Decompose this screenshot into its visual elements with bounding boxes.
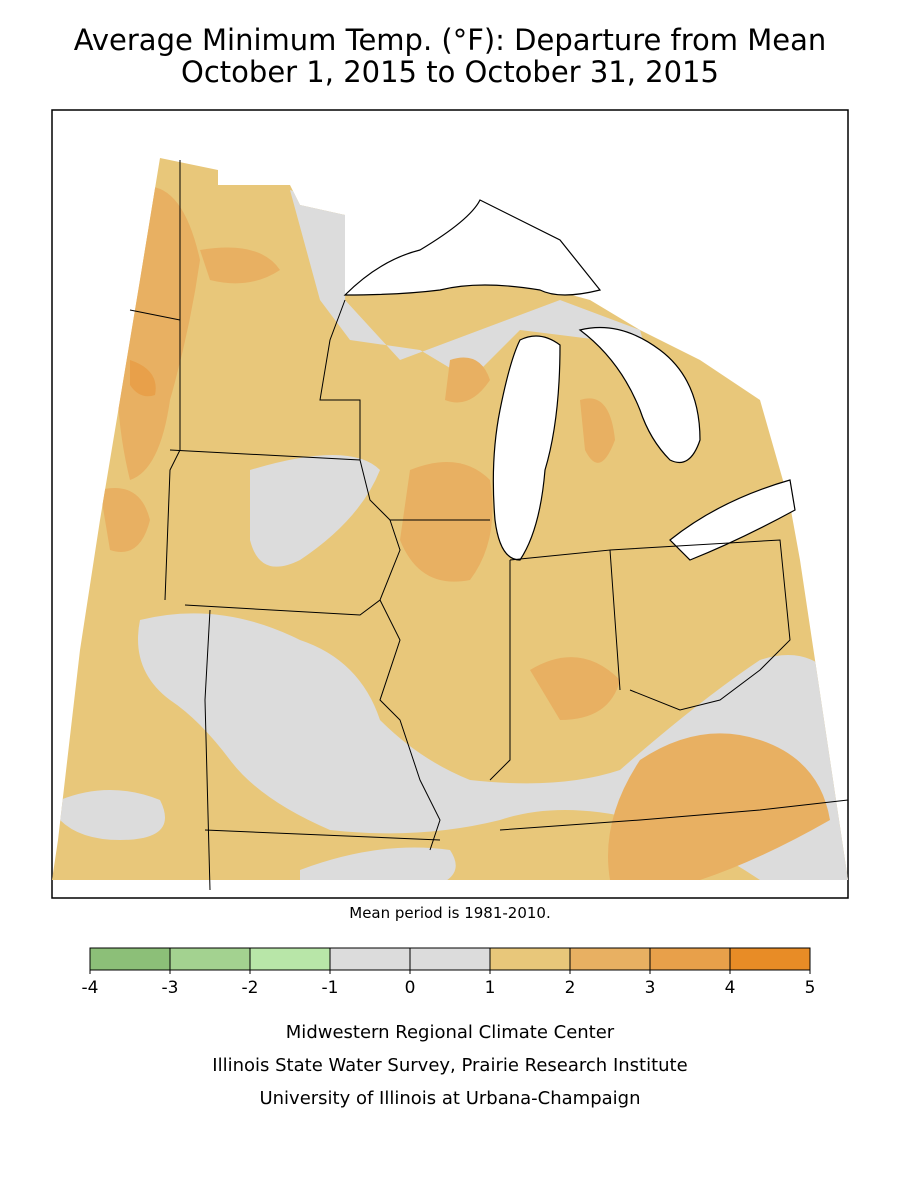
credit-line: Midwestern Regional Climate Center [286,1022,615,1043]
credit-line: Illinois State Water Survey, Prairie Res… [212,1055,687,1076]
title-line: Average Minimum Temp. (°F): Departure fr… [74,23,827,57]
legend-swatch [729,947,811,971]
legend-swatch [329,947,411,971]
color-legend: -4 -3 -2 -1 0 1 2 3 4 5 [82,947,816,998]
state-boundaries [129,160,849,891]
map [51,109,849,899]
legend-swatch [649,947,731,971]
legend-tick-label: -3 [162,978,179,998]
legend-swatch [169,947,251,971]
legend-tick-label: 0 [405,978,416,998]
legend-tick-label: 2 [565,978,576,998]
legend-tick-label: -1 [322,978,339,998]
legend-tick-label: -2 [242,978,259,998]
legend-swatch [569,947,651,971]
legend-swatch [89,947,171,971]
credit-line: University of Illinois at Urbana-Champai… [259,1088,640,1109]
legend-swatch [409,947,491,971]
legend-tick-label: 4 [725,978,736,998]
note: Mean period is 1981-2010. [349,904,550,922]
title-line: October 1, 2015 to October 31, 2015 [181,55,719,89]
legend-tick-label: 1 [485,978,496,998]
legend-tick-label: 3 [645,978,656,998]
legend-tick-label: 5 [805,978,816,998]
legend-swatch [489,947,571,971]
legend-swatch [249,947,331,971]
great-lakes [343,199,796,561]
legend-tick-label: -4 [82,978,99,998]
